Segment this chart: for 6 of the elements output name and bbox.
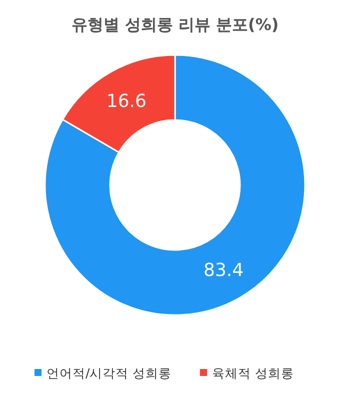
legend-label: 육체적 성희롱 [212,365,294,380]
legend-label: 언어적/시각적 성희롱 [46,365,172,380]
donut-slice [44,54,306,316]
chart-title: 유형별 성희롱 리뷰 분포(%) [71,15,279,34]
data-label: 16.6 [106,90,146,112]
data-label: 83.4 [204,260,244,281]
